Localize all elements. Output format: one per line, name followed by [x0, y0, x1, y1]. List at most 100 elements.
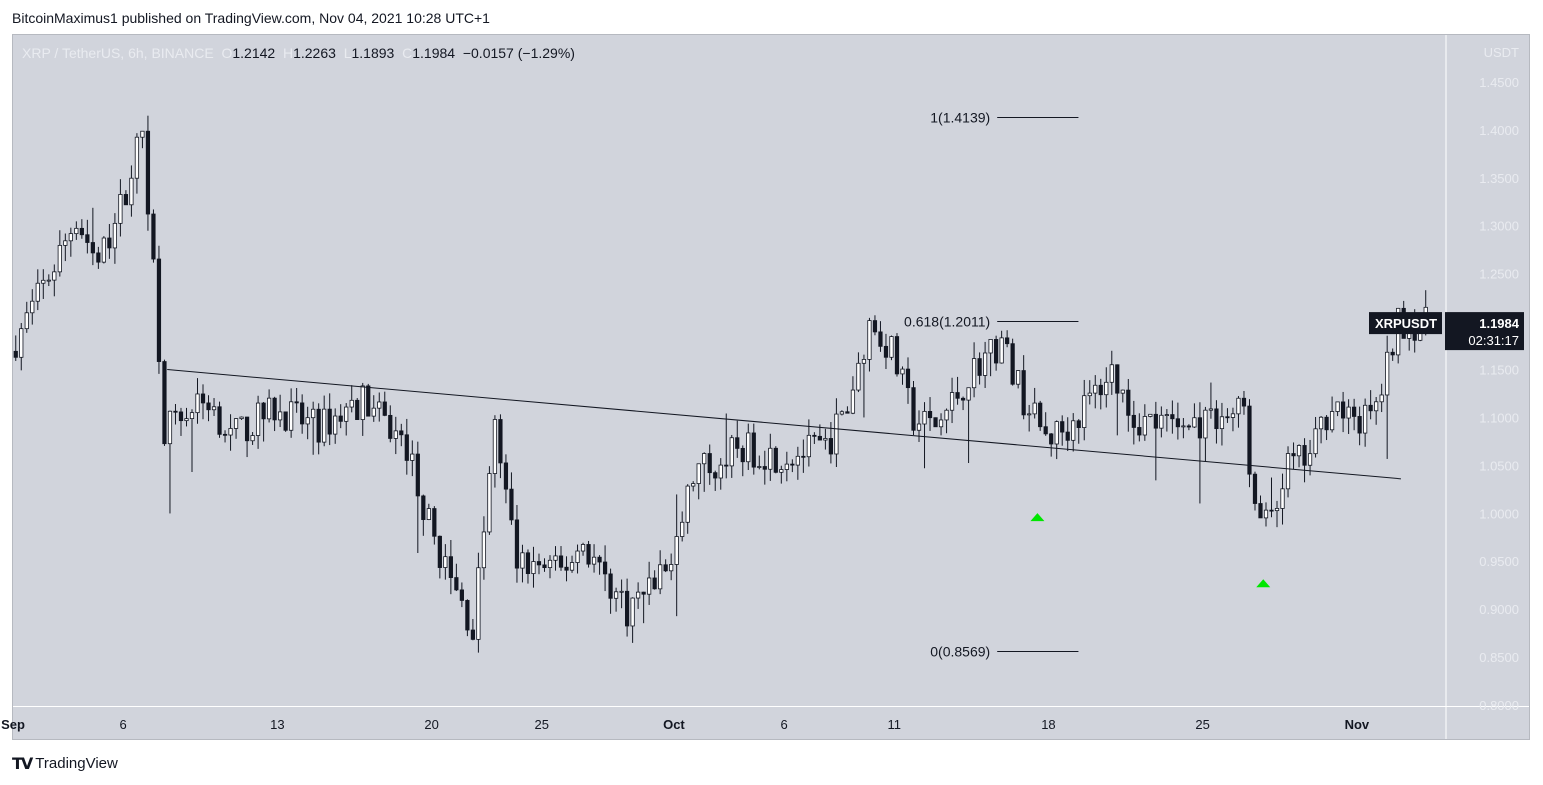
candle	[1225, 416, 1230, 419]
candle	[1038, 402, 1043, 428]
x-tick-label: 13	[270, 717, 284, 732]
candle	[1263, 509, 1269, 519]
candle	[443, 556, 448, 568]
candle	[586, 544, 591, 565]
candle	[476, 567, 481, 640]
candle	[983, 352, 988, 376]
candle	[79, 227, 84, 236]
candle	[344, 406, 349, 422]
candle	[779, 469, 784, 473]
candle	[421, 495, 426, 520]
candle	[613, 591, 619, 599]
candle	[619, 590, 624, 593]
candle	[388, 414, 393, 439]
candle	[1153, 413, 1158, 429]
candle	[971, 358, 977, 389]
candle	[1049, 433, 1054, 445]
candle	[377, 401, 382, 409]
candle	[492, 419, 498, 474]
candle	[955, 392, 960, 399]
candle	[140, 130, 145, 138]
legend-high: 1.2263	[293, 45, 336, 61]
candle	[1175, 418, 1180, 428]
candle	[564, 566, 569, 571]
legend-close: 1.1984	[412, 45, 456, 61]
candle	[949, 392, 955, 411]
candle	[509, 488, 514, 521]
candle	[41, 279, 46, 284]
candle	[911, 387, 916, 431]
candle	[156, 258, 162, 362]
candle	[228, 428, 233, 436]
candle	[134, 136, 140, 179]
trendline	[167, 369, 1401, 480]
candle	[68, 233, 73, 242]
candle	[278, 411, 283, 421]
price-axis	[1446, 35, 1529, 739]
candle	[1241, 397, 1247, 407]
candle	[1247, 405, 1252, 475]
y-tick-label: 0.8500	[1479, 650, 1519, 665]
candle	[966, 387, 971, 401]
candle	[680, 521, 685, 537]
candle	[558, 555, 564, 568]
candle	[195, 393, 200, 414]
candles-group	[13, 115, 1428, 653]
candle	[233, 418, 239, 429]
x-tick-label: 6	[780, 717, 787, 732]
plot-area	[13, 35, 1445, 706]
candle	[382, 401, 387, 416]
candle	[35, 282, 40, 302]
candle	[481, 531, 487, 569]
candle	[244, 416, 250, 442]
candle	[1203, 409, 1208, 439]
x-tick-label: Oct	[663, 717, 685, 732]
candle	[553, 555, 558, 561]
candle	[101, 237, 106, 263]
price-tag-symbol-bg	[1369, 312, 1442, 335]
candle	[316, 408, 321, 443]
candle	[52, 271, 57, 281]
candle	[1329, 411, 1335, 431]
candle	[1335, 401, 1340, 412]
candle	[30, 300, 35, 314]
candle	[454, 577, 459, 591]
candle	[1181, 425, 1186, 428]
candle	[19, 328, 24, 358]
candle	[250, 435, 255, 442]
candle	[1374, 401, 1379, 412]
candle	[795, 455, 800, 466]
candle	[525, 552, 531, 575]
candle	[933, 417, 938, 428]
candle	[1230, 413, 1236, 418]
candle	[636, 591, 641, 599]
y-tick-label: 1.4500	[1479, 75, 1519, 90]
candle	[988, 339, 993, 354]
candle	[1148, 413, 1153, 417]
candle	[222, 433, 228, 436]
candle	[773, 447, 778, 473]
candle	[1164, 414, 1169, 416]
legend-close-key: C	[402, 45, 413, 61]
candle	[1390, 351, 1395, 356]
y-tick-label: 1.0500	[1479, 458, 1519, 473]
x-tick-label: 25	[1195, 717, 1209, 732]
candle	[1302, 445, 1307, 466]
y-tick-label: 1.2500	[1479, 267, 1519, 282]
candle	[999, 337, 1004, 364]
candle	[173, 410, 178, 413]
candle	[663, 564, 668, 572]
candle	[994, 339, 999, 364]
x-tick-label: 20	[424, 717, 438, 732]
y-tick-label: 1.0000	[1479, 506, 1519, 521]
candle	[123, 194, 129, 206]
candle	[184, 418, 189, 422]
legend-symbol: XRP / TetherUS, 6h, BINANCE	[22, 45, 214, 61]
candle	[470, 629, 475, 640]
footer[interactable]: TV TradingView	[12, 754, 118, 773]
fib-level-label: 0.618(1.2011)	[904, 314, 990, 330]
candle	[206, 402, 211, 411]
candle	[178, 411, 184, 422]
legend-open-key: O	[221, 45, 233, 61]
